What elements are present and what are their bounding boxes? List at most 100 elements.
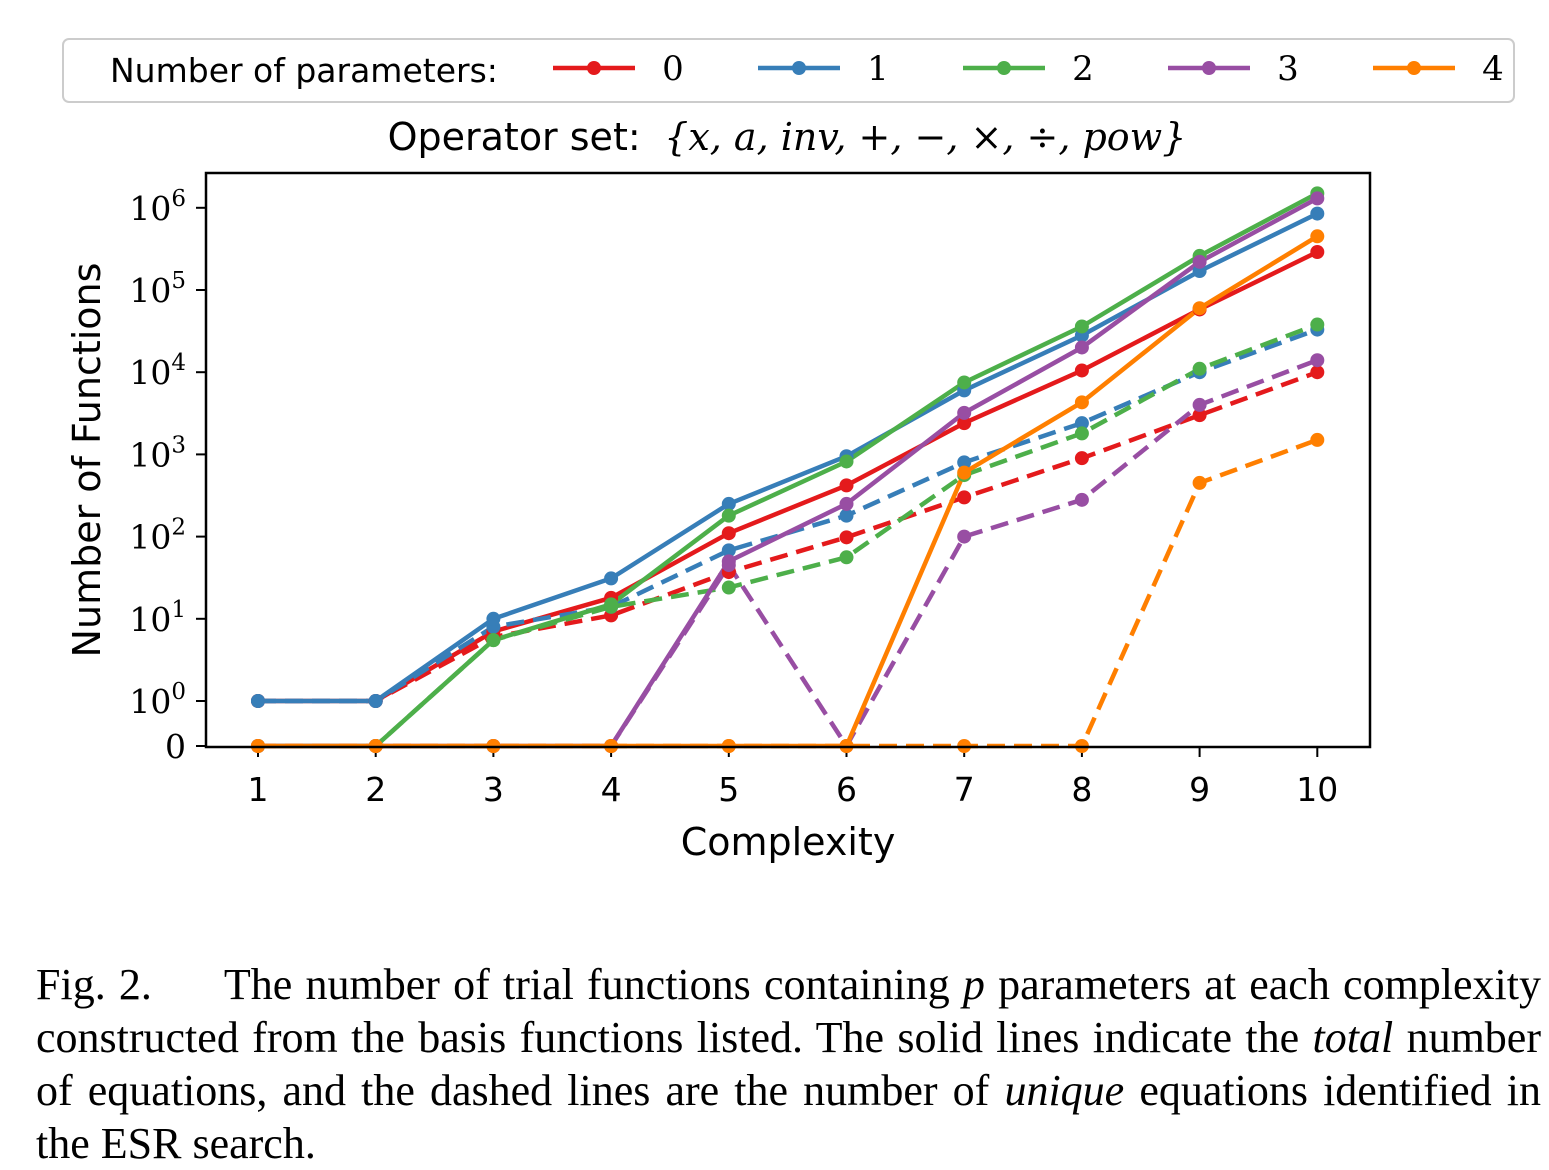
series-1-total-point (1310, 206, 1325, 221)
series-2-unique-point (1310, 317, 1325, 332)
series-0-total-point (721, 526, 736, 541)
series-1-unique-line (258, 327, 1319, 704)
plot-frame (204, 171, 1372, 749)
series-1-unique-point (957, 455, 972, 470)
legend-marker-3 (1202, 61, 1216, 75)
x-tick-label: 7 (954, 770, 975, 809)
x-axis-label: Complexity (681, 820, 896, 864)
caption-text-1: The number of trial functions containing (223, 960, 963, 1009)
series-4-total-point (1074, 395, 1089, 410)
series-2-total-line (258, 191, 1319, 749)
series-2-total-point (957, 375, 972, 390)
series-3-unique-line (258, 358, 1319, 749)
chart-title: Operator set: {x, a, inv, +, −, ×, ÷, po… (388, 115, 1187, 159)
chart-title-math: {x, a, inv, +, −, ×, ÷, pow} (664, 115, 1186, 159)
y-tick-label: 105 (129, 268, 186, 310)
caption-text-4: equations identified in the ESR search. (36, 1066, 1542, 1168)
series-2-total-point (721, 508, 736, 523)
series-3-total-point (1074, 340, 1089, 355)
series-3-total-point (721, 554, 736, 569)
chart-title-prefix: Operator set: (388, 115, 641, 159)
series-1-total-point (368, 694, 383, 708)
series-3-total-point (839, 496, 854, 511)
x-tick-label: 10 (1296, 770, 1338, 809)
series-3-unique-point (1310, 353, 1325, 368)
legend-label-4: 4 (1482, 49, 1504, 89)
series-4-total-point (1192, 301, 1207, 316)
legend-box (62, 38, 1515, 103)
series-1-total-point (486, 611, 501, 626)
chart-figure: Number of parameters: 0 1 2 3 4 Operator set… (62, 38, 1515, 864)
series-2-unique-point (1192, 361, 1207, 376)
series-3-unique-point (957, 529, 972, 544)
series-1-unique-point (721, 543, 736, 558)
x-tick-label: 5 (718, 770, 739, 809)
series-4-total-point (957, 465, 972, 480)
y-tick-label: 106 (129, 186, 186, 228)
series-4-unique-line (258, 437, 1319, 749)
legend: Number of parameters: 0 1 2 3 4 (62, 38, 1515, 103)
series-0-total-point (1074, 363, 1089, 378)
caption-text-2: parameters at each complexity constructe… (36, 960, 1541, 1062)
series-0-total-point (1310, 244, 1325, 259)
series-1-total-point (604, 571, 619, 586)
caption-emphasis-unique: unique (1004, 1066, 1125, 1115)
series-4-total-point (1310, 229, 1325, 244)
series-points (251, 186, 1325, 753)
caption-emphasis-total: total (1312, 1013, 1394, 1062)
series-0-unique-line (258, 370, 1319, 704)
caption-variable: p (962, 960, 985, 1009)
legend-marker-1 (792, 61, 806, 75)
figure-caption: Fig. 2. The number of trial functions con… (36, 958, 1541, 1170)
series-3-unique-point (1192, 397, 1207, 412)
series-1-unique-point (839, 508, 854, 523)
series-4-unique-point (1192, 475, 1207, 490)
series-2-unique-point (1074, 426, 1089, 441)
series-1-total-point (721, 496, 736, 511)
y-tick-label: 102 (129, 515, 186, 557)
legend-label-3: 3 (1277, 49, 1299, 89)
legend-label-2: 2 (1072, 49, 1094, 89)
series-0-unique-point (957, 490, 972, 505)
x-tick-label: 6 (836, 770, 857, 809)
y-tick-label: 100 (129, 679, 186, 721)
caption-text-3: number of equations, and the dashed line… (36, 1013, 1541, 1115)
series-lines (258, 191, 1319, 749)
x-tick-label: 4 (601, 770, 622, 809)
series-0-unique-point (1192, 408, 1207, 423)
legend-marker-4 (1407, 61, 1421, 75)
y-tick-label: 101 (129, 597, 186, 639)
series-3-unique-point (1074, 492, 1089, 507)
caption-label: Fig. 2. (36, 960, 152, 1009)
series-2-total-point (839, 454, 854, 469)
series-3-total-point (957, 405, 972, 420)
series-1-total-line (258, 211, 1319, 704)
y-tick-label: 103 (129, 432, 186, 474)
series-0-total-line (258, 249, 1319, 704)
series-0-unique-point (1310, 365, 1325, 380)
y-tick-label: 0 (165, 727, 186, 766)
x-axis-ticks: 1 2 3 4 5 6 7 8 9 10 (248, 747, 1338, 809)
legend-title: Number of parameters: (110, 51, 498, 90)
series-3-total-point (1310, 191, 1325, 206)
legend-marker-2 (997, 61, 1011, 75)
series-2-total-point (486, 633, 501, 648)
legend-label-0: 0 (662, 49, 684, 89)
series-0-total-point (839, 478, 854, 493)
legend-marker-0 (587, 61, 601, 75)
x-tick-label: 3 (483, 770, 504, 809)
x-tick-label: 2 (365, 770, 386, 809)
series-0-unique-point (1074, 451, 1089, 466)
series-2-total-point (1074, 319, 1089, 334)
series-2-unique-point (839, 550, 854, 565)
legend-entries: 0 1 2 3 4 (553, 49, 1504, 89)
series-3-total-point (1192, 254, 1207, 269)
x-tick-label: 9 (1189, 770, 1210, 809)
legend-label-1: 1 (867, 49, 889, 89)
series-0-total-point (957, 416, 972, 431)
series-2-unique-point (721, 580, 736, 595)
y-axis-ticks: 0 100 101 102 103 104 105 106 (129, 186, 206, 766)
series-2-total-point (604, 597, 619, 612)
x-tick-label: 1 (248, 770, 269, 809)
x-tick-label: 8 (1071, 770, 1092, 809)
